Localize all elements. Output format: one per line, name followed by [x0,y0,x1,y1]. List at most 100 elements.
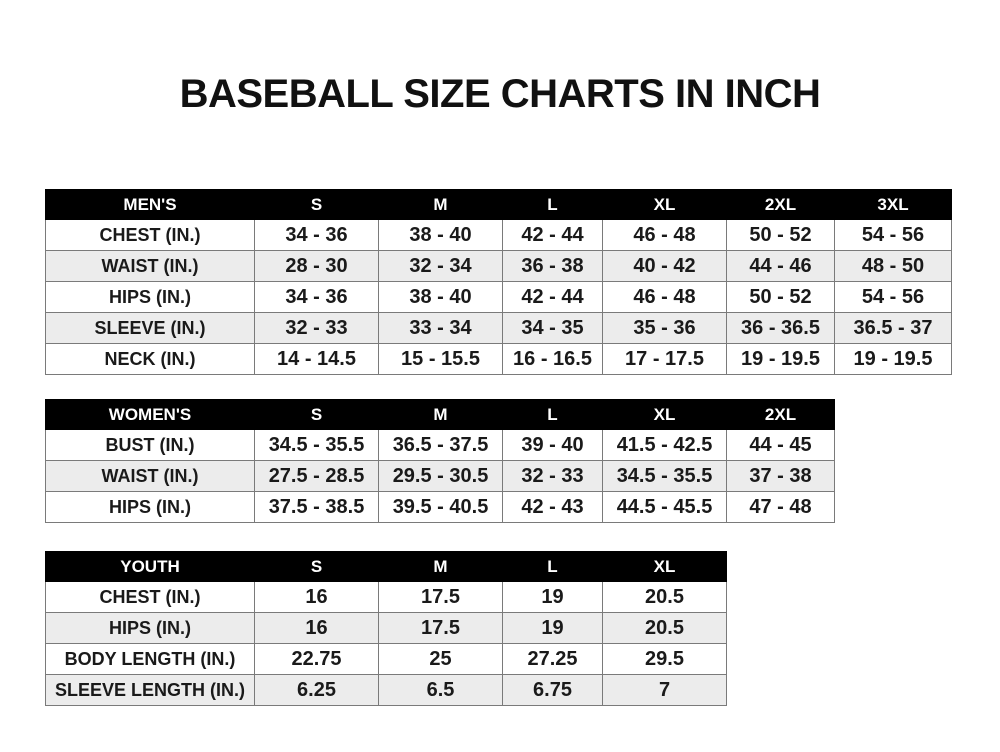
measurement-label: SLEEVE (IN.) [45,312,255,344]
size-header: L [502,551,603,582]
size-value: 34 - 36 [254,219,379,251]
size-value: 29.5 - 30.5 [378,460,503,492]
size-value: 27.5 - 28.5 [254,460,379,492]
size-value: 33 - 34 [378,312,503,344]
measurement-label: SLEEVE LENGTH (IN.) [45,674,255,706]
header-row: YOUTH S M L XL [45,551,727,582]
size-value: 36 - 38 [502,250,603,282]
size-value: 28 - 30 [254,250,379,282]
size-value: 37 - 38 [726,460,835,492]
size-header: 3XL [834,189,952,220]
size-value: 39.5 - 40.5 [378,491,503,523]
size-value: 16 - 16.5 [502,343,603,375]
size-header: S [254,551,379,582]
table-row: HIPS (IN.) 37.5 - 38.5 39.5 - 40.5 42 - 43 4… [45,491,835,523]
measurement-label: BODY LENGTH (IN.) [45,643,255,675]
measurement-label: HIPS (IN.) [45,491,255,523]
category-header: WOMEN'S [45,399,255,430]
measurement-label: CHEST (IN.) [45,581,255,613]
size-value: 34 - 36 [254,281,379,313]
category-header: YOUTH [45,551,255,582]
size-header: XL [602,189,727,220]
youth-size-table: YOUTH S M L XL CHEST (IN.) 16 17.5 19 20.5 HIPS (I… [45,551,727,706]
size-value: 44 - 45 [726,429,835,461]
size-value: 39 - 40 [502,429,603,461]
size-value: 48 - 50 [834,250,952,282]
size-value: 16 [254,612,379,644]
size-value: 32 - 34 [378,250,503,282]
size-value: 54 - 56 [834,219,952,251]
size-value: 36.5 - 37.5 [378,429,503,461]
table-row: HIPS (IN.) 16 17.5 19 20.5 [45,612,727,644]
womens-size-table: WOMEN'S S M L XL 2XL BUST (IN.) 34.5 - 35.5 36.5… [45,399,835,523]
size-header: L [502,189,603,220]
table-row: BUST (IN.) 34.5 - 35.5 36.5 - 37.5 39 - 40 4… [45,429,835,461]
size-header: 2XL [726,189,835,220]
size-value: 14 - 14.5 [254,343,379,375]
size-value: 50 - 52 [726,281,835,313]
table-row: BODY LENGTH (IN.) 22.75 25 27.25 29.5 [45,643,727,675]
measurement-label: HIPS (IN.) [45,281,255,313]
size-value: 19 [502,581,603,613]
size-value: 20.5 [602,612,727,644]
size-value: 17.5 [378,612,503,644]
table-row: WAIST (IN.) 27.5 - 28.5 29.5 - 30.5 32 - 33… [45,460,835,492]
size-value: 32 - 33 [254,312,379,344]
size-value: 25 [378,643,503,675]
size-value: 44 - 46 [726,250,835,282]
size-value: 37.5 - 38.5 [254,491,379,523]
size-value: 50 - 52 [726,219,835,251]
size-value: 38 - 40 [378,219,503,251]
size-value: 19 [502,612,603,644]
header-row: WOMEN'S S M L XL 2XL [45,399,835,430]
size-value: 44.5 - 45.5 [602,491,727,523]
size-value: 6.25 [254,674,379,706]
size-value: 47 - 48 [726,491,835,523]
size-value: 16 [254,581,379,613]
table-row: SLEEVE LENGTH (IN.) 6.25 6.5 6.75 7 [45,674,727,706]
size-value: 34 - 35 [502,312,603,344]
size-value: 40 - 42 [602,250,727,282]
size-value: 27.25 [502,643,603,675]
table-row: CHEST (IN.) 16 17.5 19 20.5 [45,581,727,613]
measurement-label: BUST (IN.) [45,429,255,461]
size-value: 46 - 48 [602,219,727,251]
size-value: 46 - 48 [602,281,727,313]
size-value: 42 - 44 [502,281,603,313]
category-header: MEN'S [45,189,255,220]
size-value: 19 - 19.5 [726,343,835,375]
measurement-label: CHEST (IN.) [45,219,255,251]
table-row: CHEST (IN.) 34 - 36 38 - 40 42 - 44 46 - 48 5… [45,219,952,251]
size-header: M [378,399,503,430]
table-row: HIPS (IN.) 34 - 36 38 - 40 42 - 44 46 - 48 50… [45,281,952,313]
size-value: 17.5 [378,581,503,613]
size-value: 54 - 56 [834,281,952,313]
mens-size-table: MEN'S S M L XL 2XL 3XL CHEST (IN.) 34 - 36 38 - 4… [45,189,952,375]
table-row: SLEEVE (IN.) 32 - 33 33 - 34 34 - 35 35 - 36… [45,312,952,344]
size-header: XL [602,551,727,582]
size-value: 19 - 19.5 [834,343,952,375]
size-value: 29.5 [602,643,727,675]
size-value: 36 - 36.5 [726,312,835,344]
measurement-label: NECK (IN.) [45,343,255,375]
size-header: 2XL [726,399,835,430]
size-header: M [378,551,503,582]
size-value: 6.5 [378,674,503,706]
size-value: 22.75 [254,643,379,675]
table-row: NECK (IN.) 14 - 14.5 15 - 15.5 16 - 16.5 17 … [45,343,952,375]
table-row: WAIST (IN.) 28 - 30 32 - 34 36 - 38 40 - 42 4… [45,250,952,282]
size-value: 35 - 36 [602,312,727,344]
size-header: S [254,399,379,430]
header-row: MEN'S S M L XL 2XL 3XL [45,189,952,220]
size-value: 6.75 [502,674,603,706]
size-value: 15 - 15.5 [378,343,503,375]
size-value: 41.5 - 42.5 [602,429,727,461]
size-value: 34.5 - 35.5 [254,429,379,461]
size-header: S [254,189,379,220]
size-value: 32 - 33 [502,460,603,492]
size-value: 7 [602,674,727,706]
size-header: L [502,399,603,430]
size-value: 20.5 [602,581,727,613]
size-value: 36.5 - 37 [834,312,952,344]
size-header: M [378,189,503,220]
